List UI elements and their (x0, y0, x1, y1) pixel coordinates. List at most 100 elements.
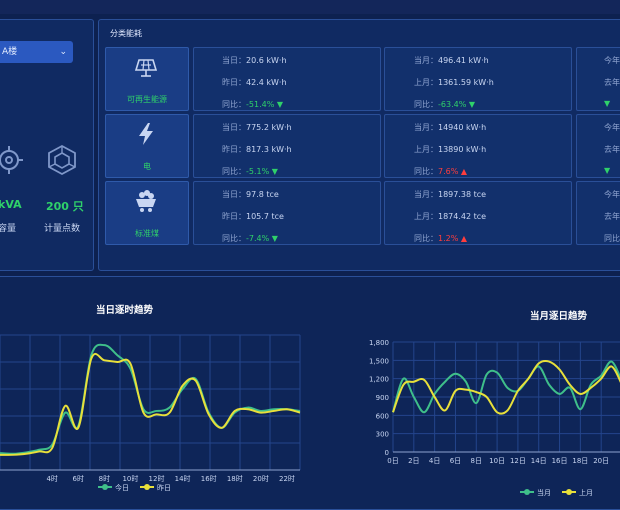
daily-stat-card (193, 181, 381, 245)
arrow-down-icon: ▼ (269, 234, 278, 243)
month-today: 当月：1897.38 tce (414, 189, 486, 200)
x-tick-label: 16时 (201, 474, 217, 483)
x-tick-label: 2日 (408, 457, 419, 465)
month-prev-value: 1361.59 kW·h (438, 78, 494, 87)
day-today-value: 20.6 kW·h (246, 56, 287, 65)
capacity-value: kVA (0, 198, 22, 211)
daily-stat-card (193, 47, 381, 111)
x-tick-label: 6日 (450, 457, 461, 465)
building-select-value: A楼 (2, 47, 18, 57)
month-today-label: 当月： (414, 123, 438, 132)
x-tick-label: 14时 (175, 474, 191, 483)
month-ratio: 同比：1.2% ▲ (414, 233, 467, 244)
day-today-label: 当日： (222, 56, 246, 65)
month-prev: 上月：1361.59 kW·h (414, 77, 494, 88)
legend-marker[interactable] (144, 484, 150, 490)
capacity-label: 容量 (0, 224, 17, 234)
legend-label[interactable]: 当月 (537, 488, 551, 497)
arrow-down-icon: ▼ (466, 100, 476, 109)
month-today-value: 1897.38 tce (438, 190, 487, 199)
day-ratio: 同比：-5.1% ▼ (222, 166, 278, 177)
daily-stat-card (193, 114, 381, 178)
arrow-down-icon: ▼ (604, 99, 611, 108)
legend-marker[interactable] (566, 489, 572, 495)
x-tick-label: 6时 (73, 474, 84, 483)
month-prev-label: 上月： (414, 212, 438, 221)
year-prev-label: 去年 (604, 145, 620, 154)
day-ratio-label: 同比： (222, 167, 246, 176)
day-today: 当日：20.6 kW·h (222, 55, 287, 66)
month-prev-label: 上月： (414, 78, 438, 87)
y-tick-label: 0 (385, 449, 389, 457)
year-ratio-label: 同比 (604, 234, 620, 243)
x-tick-label: 10日 (489, 457, 505, 465)
month-prev-value: 13890 kW·h (438, 145, 487, 154)
month-today-label: 当月： (414, 190, 438, 199)
monthly-stat-card (384, 181, 572, 245)
x-tick-label: 20时 (253, 474, 269, 483)
category-card[interactable]: 电 (105, 114, 189, 178)
arrow-down-icon: ▼ (604, 166, 611, 175)
legend-marker[interactable] (524, 489, 530, 495)
day-prev: 昨日：817.3 kW·h (222, 144, 292, 155)
month-ratio-value: -63.4% (438, 100, 467, 109)
arrow-up-icon: ▲ (458, 167, 468, 176)
category-label: 标准煤 (135, 229, 159, 238)
x-tick-label: 22时 (279, 474, 295, 483)
arrow-down-icon: ▼ (269, 167, 278, 176)
day-today-value: 97.8 tce (246, 190, 279, 199)
day-ratio: 同比：-51.4% ▼ (222, 99, 283, 110)
x-tick-label: 14日 (531, 457, 547, 465)
network-icon (48, 144, 76, 176)
arrow-up-icon: ▲ (458, 234, 468, 243)
x-tick-label: 18时 (227, 474, 243, 483)
month-today-value: 496.41 kW·h (438, 56, 489, 65)
month-prev: 上月：13890 kW·h (414, 144, 486, 155)
day-today-value: 775.2 kW·h (246, 123, 292, 132)
legend-label[interactable]: 昨日 (157, 483, 171, 492)
top-bar (0, 0, 620, 14)
year-today-label: 今年 (604, 190, 620, 199)
legend-label[interactable]: 今日 (115, 483, 129, 492)
month-prev-label: 上月： (414, 145, 438, 154)
series-line-2 (392, 359, 620, 415)
series-line-2 (0, 353, 301, 456)
monthly-trend-chart: 0 300 600 900 1,200 1,500 1,800 0日 2日 4日 6日 8日 10日 12… (369, 339, 620, 497)
building-select[interactable]: A楼 ⌄ (0, 41, 73, 63)
x-tick-label: 10时 (122, 474, 138, 483)
day-ratio-label: 同比： (222, 100, 246, 109)
month-today: 当月：496.41 kW·h (414, 55, 489, 66)
series-line-1 (0, 343, 301, 455)
y-tick-label: 1,200 (369, 376, 389, 384)
y-tick-label: 1,800 (369, 339, 389, 347)
chevron-down-icon: ⌄ (59, 47, 67, 57)
month-ratio-label: 同比： (414, 100, 438, 109)
day-ratio-label: 同比： (222, 234, 246, 243)
monthly-stat-card (384, 114, 572, 178)
x-tick-label: 12时 (149, 474, 165, 483)
daily-trend-title: 当日逐时趋势 (96, 305, 154, 316)
x-tick-label: 8时 (99, 474, 110, 483)
x-tick-label: 0日 (387, 457, 398, 465)
series-line-1 (392, 360, 620, 414)
category-card[interactable]: 标准煤 (105, 181, 189, 245)
day-prev: 昨日：42.4 kW·h (222, 77, 287, 88)
section-title: 分类能耗 (110, 29, 142, 38)
day-prev-label: 昨日： (222, 212, 246, 221)
legend-marker[interactable] (102, 484, 108, 490)
category-label: 可再生能源 (127, 95, 167, 104)
month-ratio: 同比：-63.4% ▼ (414, 99, 475, 110)
y-tick-label: 600 (376, 412, 389, 420)
x-tick-label: 16日 (552, 457, 568, 465)
coal-cart-icon (133, 188, 159, 218)
category-card[interactable]: 可再生能源 (105, 47, 189, 111)
legend-label[interactable]: 上月 (579, 488, 593, 497)
transformer-icon (0, 146, 23, 174)
year-prev-label: 去年 (604, 212, 620, 221)
yearly-stat-card (576, 47, 620, 111)
lightning-icon (133, 121, 159, 151)
month-ratio-value: 7.6% (438, 167, 459, 176)
day-prev-label: 昨日： (222, 78, 246, 87)
year-today-label: 今年 (604, 56, 620, 65)
